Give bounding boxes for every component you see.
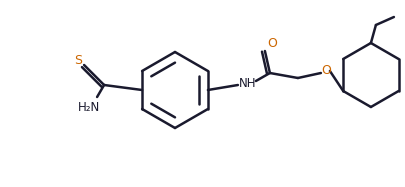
Text: NH: NH [239,76,257,90]
Text: H₂N: H₂N [78,100,100,114]
Text: O: O [321,64,331,76]
Text: O: O [267,36,277,50]
Text: S: S [74,53,82,67]
